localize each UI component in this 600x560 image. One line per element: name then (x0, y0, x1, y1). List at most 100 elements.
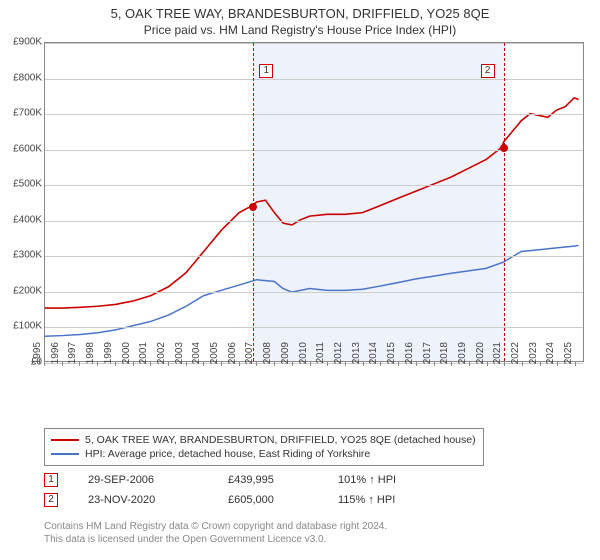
x-tick (256, 362, 257, 366)
y-axis-label: £400K (0, 214, 42, 225)
x-axis-label: 2010 (298, 342, 309, 372)
x-tick (487, 362, 488, 366)
y-axis-label: £900K (0, 37, 42, 48)
x-tick (115, 362, 116, 366)
x-axis-label: 2000 (121, 342, 132, 372)
y-axis-label: £100K (0, 321, 42, 332)
x-tick (345, 362, 346, 366)
y-axis-label: £300K (0, 250, 42, 261)
gridline-h (45, 327, 583, 328)
x-axis-label: 2009 (280, 342, 291, 372)
x-tick (469, 362, 470, 366)
chart-area: 12 £0£100K£200K£300K£400K£500K£600K£700K… (0, 42, 600, 392)
sale-row: 2 23-NOV-2020 £605,000 115% ↑ HPI (44, 490, 584, 510)
footer-attribution: Contains HM Land Registry data © Crown c… (44, 520, 584, 546)
x-tick (239, 362, 240, 366)
x-axis-label: 2021 (492, 342, 503, 372)
x-axis-label: 2022 (510, 342, 521, 372)
gridline-h (45, 79, 583, 80)
x-axis-label: 2003 (174, 342, 185, 372)
x-tick (292, 362, 293, 366)
legend-item: 5, OAK TREE WAY, BRANDESBURTON, DRIFFIEL… (51, 433, 477, 447)
y-axis-label: £200K (0, 285, 42, 296)
x-tick (434, 362, 435, 366)
x-axis-label: 2018 (439, 342, 450, 372)
footer-line-2: This data is licensed under the Open Gov… (44, 533, 584, 546)
footer-line-1: Contains HM Land Registry data © Crown c… (44, 520, 584, 533)
x-axis-label: 2015 (386, 342, 397, 372)
x-axis-label: 2004 (191, 342, 202, 372)
x-axis-label: 2023 (528, 342, 539, 372)
x-tick (186, 362, 187, 366)
x-tick (168, 362, 169, 366)
x-tick (97, 362, 98, 366)
chart-title: 5, OAK TREE WAY, BRANDESBURTON, DRIFFIEL… (0, 0, 600, 21)
gridline-h (45, 185, 583, 186)
x-tick (203, 362, 204, 366)
x-tick (380, 362, 381, 366)
x-axis-label: 1996 (50, 342, 61, 372)
y-axis-label: £800K (0, 72, 42, 83)
x-axis-label: 2019 (457, 342, 468, 372)
sale-label-box: 2 (481, 64, 495, 78)
x-tick (150, 362, 151, 366)
sale-row-price: £439,995 (228, 474, 308, 486)
sale-point-marker (249, 203, 257, 211)
x-tick (522, 362, 523, 366)
x-axis-label: 1997 (67, 342, 78, 372)
x-axis-label: 2006 (227, 342, 238, 372)
x-tick (504, 362, 505, 366)
x-tick (44, 362, 45, 366)
sale-row-date: 23-NOV-2020 (88, 494, 198, 506)
sale-row: 129-SEP-2006£439,995101% ↑ HPI (44, 470, 584, 490)
x-axis-label: 2017 (422, 342, 433, 372)
legend-label: 5, OAK TREE WAY, BRANDESBURTON, DRIFFIEL… (85, 434, 476, 446)
plot-region: 12 (44, 42, 584, 362)
gridline-h (45, 221, 583, 222)
sale-row-pct: 101% ↑ HPI (338, 474, 438, 486)
legend-item: HPI: Average price, detached house, East… (51, 447, 477, 461)
x-axis-label: 2007 (244, 342, 255, 372)
gridline-h (45, 43, 583, 44)
x-axis-label: 2005 (209, 342, 220, 372)
x-tick (398, 362, 399, 366)
gridline-h (45, 292, 583, 293)
x-tick (79, 362, 80, 366)
sale-point-marker (500, 144, 508, 152)
gridline-h (45, 114, 583, 115)
x-axis-label: 2016 (404, 342, 415, 372)
x-tick (363, 362, 364, 366)
x-axis-label: 2012 (333, 342, 344, 372)
x-axis-label: 2013 (351, 342, 362, 372)
x-tick (221, 362, 222, 366)
x-tick (62, 362, 63, 366)
x-axis-label: 2008 (262, 342, 273, 372)
x-tick (557, 362, 558, 366)
x-axis-label: 2002 (156, 342, 167, 372)
sale-row-pct: 115% ↑ HPI (338, 494, 438, 506)
sale-row-index-box: 2 (44, 493, 58, 507)
sale-date-marker-line (504, 43, 505, 361)
x-axis-label: 1999 (103, 342, 114, 372)
x-axis-label: 2024 (545, 342, 556, 372)
x-tick (133, 362, 134, 366)
line-layer (45, 43, 583, 361)
sale-row-date: 29-SEP-2006 (88, 474, 198, 486)
sale-row-price: £605,000 (228, 494, 308, 506)
legend-box: 5, OAK TREE WAY, BRANDESBURTON, DRIFFIEL… (44, 428, 484, 466)
legend-swatch (51, 439, 79, 441)
x-axis-label: 2011 (315, 342, 326, 372)
x-axis-label: 2025 (563, 342, 574, 372)
x-axis-label: 2014 (368, 342, 379, 372)
x-tick (540, 362, 541, 366)
y-axis-label: £600K (0, 143, 42, 154)
y-axis-label: £700K (0, 108, 42, 119)
x-axis-label: 2020 (475, 342, 486, 372)
sales-table: 129-SEP-2006£439,995101% ↑ HPI223-NOV-20… (44, 470, 584, 510)
sale-label-box: 1 (259, 64, 273, 78)
x-tick (274, 362, 275, 366)
x-axis-label: 2001 (138, 342, 149, 372)
x-tick (575, 362, 576, 366)
x-tick (416, 362, 417, 366)
legend-label: HPI: Average price, detached house, East… (85, 448, 370, 460)
